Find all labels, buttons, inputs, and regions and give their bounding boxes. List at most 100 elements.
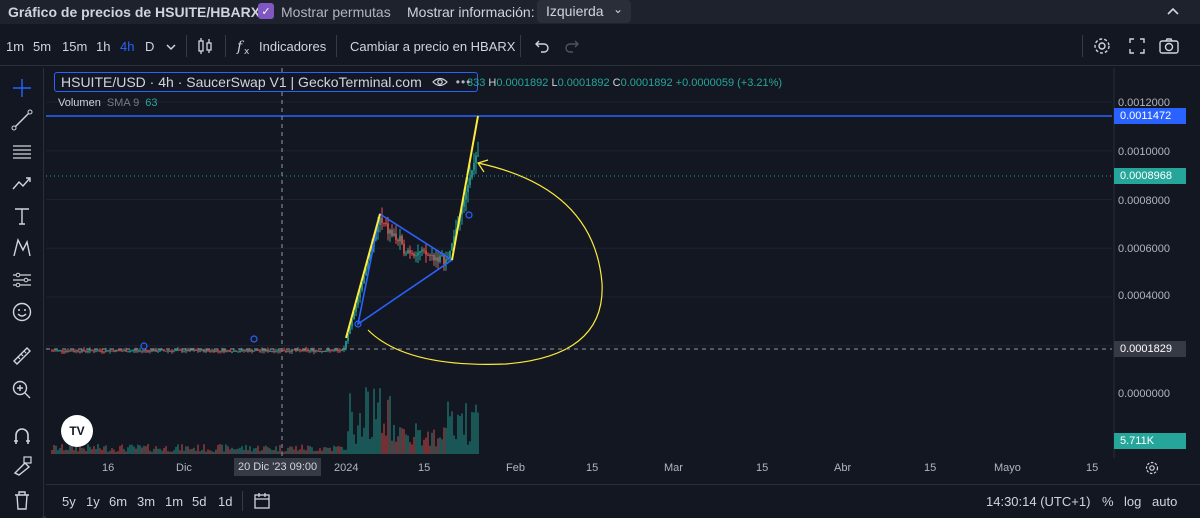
candle-body: [443, 255, 445, 265]
tradingview-logo[interactable]: TV: [61, 415, 93, 447]
xabcd-pattern-icon[interactable]: [10, 236, 34, 260]
volume-bar: [397, 436, 399, 454]
zoom-in-icon[interactable]: [10, 378, 34, 402]
trash-icon[interactable]: [10, 488, 34, 512]
volume-bar: [441, 439, 443, 454]
redo-icon[interactable]: [562, 35, 584, 57]
convert-price-button[interactable]: Cambiar a precio en HBARX: [350, 39, 516, 54]
undo-icon[interactable]: [530, 35, 552, 57]
pattern-arrow-icon[interactable]: [10, 172, 34, 196]
candle-body: [195, 349, 197, 351]
volume-bar: [77, 451, 79, 454]
camera-icon[interactable]: [1158, 35, 1180, 57]
candles-icon[interactable]: [194, 35, 216, 57]
candle-body: [145, 350, 147, 352]
volume-bar: [177, 444, 179, 454]
volume-bar: [253, 448, 255, 454]
volume-bar: [429, 445, 431, 454]
time-axis[interactable]: 16 Dic 2024 15 Feb 15 Mar 15 Abr 15 Mayo…: [46, 458, 1200, 476]
interval-1m[interactable]: 1m: [6, 39, 25, 54]
candle-body: [381, 217, 383, 223]
volume-bar: [97, 444, 99, 454]
interval-1h[interactable]: 1h: [96, 39, 111, 54]
volume-bar: [361, 436, 363, 454]
axis-settings-gear-icon[interactable]: [1144, 460, 1160, 476]
crosshair-icon[interactable]: [10, 76, 34, 100]
show-pairs-checkbox[interactable]: ✓: [258, 3, 274, 19]
candle-body: [151, 350, 153, 352]
volume-bar: [207, 449, 209, 454]
toolbar-divider: [186, 35, 187, 57]
price-chart[interactable]: HSUITE/USD · 4h · SaucerSwap V1 | GeckoT…: [46, 68, 1200, 488]
candle-body: [223, 349, 225, 352]
chevron-up-icon[interactable]: [1158, 0, 1188, 24]
show-info-select[interactable]: Izquierda ⌄: [537, 0, 631, 23]
range-1y[interactable]: 1y: [86, 494, 100, 509]
trend-line-icon[interactable]: [10, 108, 34, 132]
toolbar-divider: [1082, 35, 1083, 57]
log-scale-toggle[interactable]: log: [1124, 494, 1142, 509]
long-short-position-icon[interactable]: [10, 268, 34, 292]
more-options-icon[interactable]: •••: [455, 75, 472, 89]
candle-body: [327, 349, 329, 352]
interval-dropdown-chevron-icon[interactable]: [160, 36, 182, 58]
range-5d[interactable]: 5d: [192, 494, 207, 509]
range-5y[interactable]: 5y: [62, 494, 76, 509]
volume-legend[interactable]: Volumen SMA 9 63: [58, 97, 157, 109]
volume-bar: [181, 444, 183, 454]
candle-body: [475, 155, 477, 163]
text-tool-icon[interactable]: [10, 204, 34, 228]
calendar-icon[interactable]: [252, 491, 272, 511]
show-pairs-label[interactable]: Mostrar permutas: [281, 4, 391, 20]
candle-body: [153, 349, 155, 352]
volume-bar: [343, 449, 345, 454]
candle-body: [189, 349, 191, 352]
percent-scale-toggle[interactable]: %: [1102, 494, 1114, 509]
candle-body: [131, 350, 133, 352]
interval-1d[interactable]: D: [145, 39, 155, 54]
volume-bar: [53, 444, 55, 454]
volume-bar: [451, 411, 453, 454]
lock-drawings-icon[interactable]: [10, 454, 34, 478]
chart-canvas[interactable]: [46, 68, 1200, 458]
range-6m[interactable]: 6m: [109, 494, 128, 509]
auto-scale-toggle[interactable]: auto: [1152, 494, 1178, 509]
range-1d[interactable]: 1d: [218, 494, 233, 509]
horizontal-lines-icon[interactable]: [10, 140, 34, 164]
candle-body: [105, 350, 107, 352]
candle-body: [87, 351, 89, 353]
candle-body: [91, 349, 93, 351]
candle-body: [337, 350, 339, 352]
volume-bar: [73, 450, 75, 454]
volume-bar: [223, 451, 225, 454]
interval-4h[interactable]: 4h: [120, 39, 135, 54]
drawing-toolbar: ◀: [0, 68, 52, 518]
volume-bar: [347, 431, 349, 454]
indicators-button[interactable]: Indicadores: [259, 39, 327, 54]
high-key: H: [488, 77, 497, 89]
candle-body: [247, 350, 249, 352]
volume-bar: [89, 446, 91, 454]
clock-timezone[interactable]: 14:30:14 (UTC+1): [986, 494, 1091, 509]
interval-15m[interactable]: 15m: [62, 39, 88, 54]
ohlc-prefix: 333: [467, 77, 486, 89]
candle-body: [469, 177, 471, 185]
interval-5m[interactable]: 5m: [33, 39, 52, 54]
range-3m[interactable]: 3m: [137, 494, 156, 509]
magnet-icon[interactable]: [10, 424, 34, 448]
eye-icon[interactable]: [431, 74, 448, 90]
candle-body: [303, 349, 305, 351]
range-1m[interactable]: 1m: [165, 494, 184, 509]
settings-gear-icon[interactable]: [1091, 35, 1113, 57]
candle-body: [191, 349, 193, 351]
yellow-arrowhead: [477, 159, 489, 173]
candle-body: [445, 259, 447, 265]
candle-body: [245, 350, 247, 352]
ruler-icon[interactable]: [10, 344, 34, 368]
volume-bar: [109, 450, 111, 454]
fullscreen-icon[interactable]: [1126, 35, 1148, 57]
symbol-legend[interactable]: HSUITE/USD · 4h · SaucerSwap V1 | GeckoT…: [54, 72, 479, 92]
emoji-icon[interactable]: [10, 300, 34, 324]
volume-bar: [313, 451, 315, 454]
